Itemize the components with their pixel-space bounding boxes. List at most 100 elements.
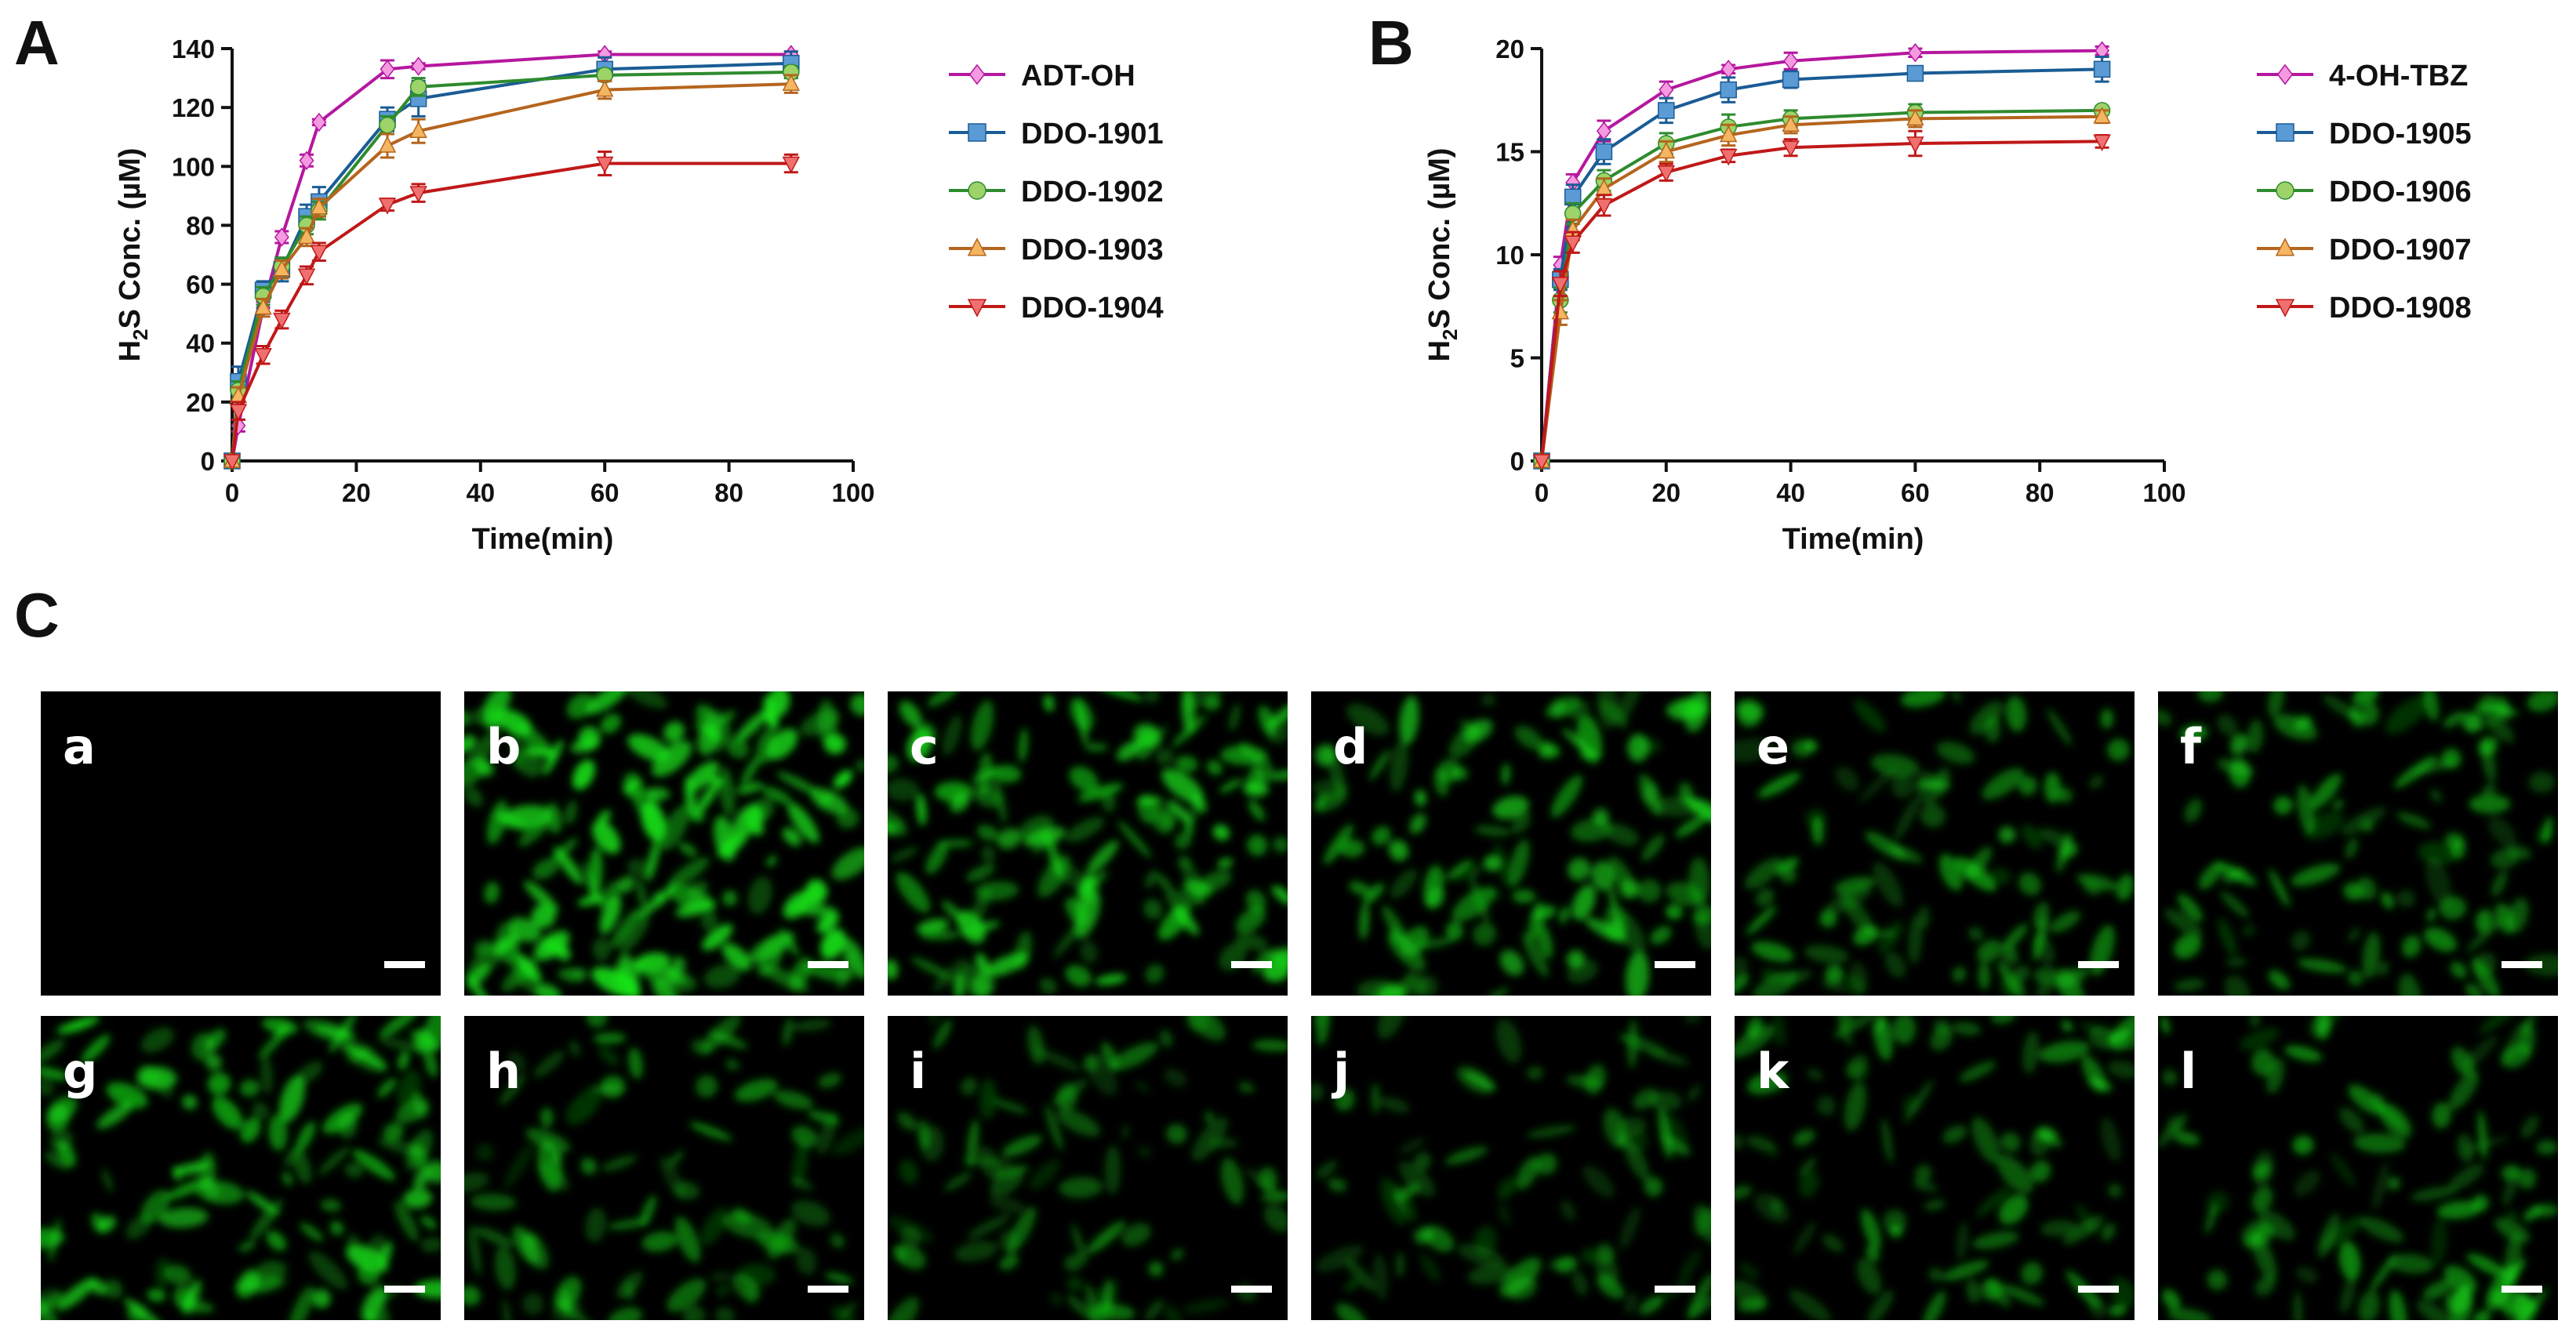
cell <box>599 894 621 934</box>
cell <box>2448 1163 2484 1191</box>
y-tick-label: 10 <box>1495 241 1524 270</box>
cell <box>1167 800 1194 825</box>
cell <box>1245 890 1266 912</box>
cell <box>1604 823 1640 846</box>
cell <box>308 1250 348 1290</box>
cell <box>1349 881 1371 895</box>
cell <box>2297 784 2316 835</box>
cell <box>212 1096 243 1130</box>
cell <box>697 724 719 756</box>
cell <box>779 928 800 957</box>
cell <box>2101 1117 2121 1163</box>
cell <box>346 1233 362 1267</box>
tile-background <box>2158 691 2558 996</box>
cell <box>344 1162 364 1178</box>
cell <box>2057 787 2073 804</box>
cell <box>2050 910 2081 933</box>
cell <box>55 1016 99 1033</box>
cell <box>1206 760 1223 776</box>
cell <box>761 786 792 804</box>
cell <box>1837 1016 1853 1028</box>
cell <box>1437 759 1461 783</box>
cell <box>1423 865 1444 909</box>
cell <box>475 760 495 777</box>
cell <box>1143 898 1162 920</box>
cell <box>892 1244 907 1263</box>
legend-entry: DDO-1908 <box>2257 292 2472 325</box>
cell <box>260 1056 274 1095</box>
cell <box>533 1050 565 1078</box>
cell <box>932 958 968 992</box>
x-tick-label: 20 <box>1651 478 1680 507</box>
cell <box>1498 1203 1511 1225</box>
cell <box>1380 1177 1408 1225</box>
micrograph-tile-i: i <box>888 1016 1288 1320</box>
cell <box>1063 1253 1085 1272</box>
cell <box>394 1200 419 1242</box>
scale-bar <box>2078 961 2119 968</box>
cell <box>1398 1137 1426 1154</box>
cell <box>2332 799 2344 811</box>
cell <box>2338 1241 2361 1281</box>
y-tick-label: 140 <box>172 34 215 63</box>
cell <box>2293 1290 2303 1320</box>
cell <box>652 980 681 996</box>
cell-layer <box>888 1016 1288 1320</box>
cell <box>1219 778 1243 793</box>
cell <box>1854 699 1886 733</box>
cell <box>925 842 948 875</box>
cell <box>240 1117 261 1143</box>
cell <box>2369 1253 2397 1292</box>
cell <box>776 771 821 796</box>
legend-label: DDO-1903 <box>1021 234 1164 267</box>
cell <box>1043 695 1055 712</box>
cell <box>638 801 651 818</box>
cell <box>1414 1152 1431 1170</box>
scale-bar <box>384 1286 425 1293</box>
series-DDO-1908 <box>1532 129 2111 471</box>
cell <box>600 713 621 734</box>
series-line <box>231 71 791 462</box>
cell <box>2425 857 2452 907</box>
legend-label: 4-OH-TBZ <box>2329 60 2468 93</box>
cell <box>1804 945 1849 964</box>
y-tick-label: 15 <box>1495 138 1524 167</box>
cell <box>1976 939 2002 963</box>
cell <box>1512 889 1536 904</box>
cell <box>2494 902 2515 934</box>
cell <box>674 1216 701 1263</box>
tile-label: f <box>2180 718 2202 775</box>
cell <box>1456 1065 1494 1094</box>
cell <box>1952 1021 1982 1036</box>
cell <box>537 1140 563 1192</box>
cell <box>961 1077 977 1096</box>
cell <box>2167 1116 2184 1135</box>
data-point <box>378 198 397 215</box>
cell <box>700 1207 728 1246</box>
cell <box>2445 1290 2472 1314</box>
scale-bar <box>1231 1286 1272 1293</box>
tile-background <box>41 691 441 996</box>
cell <box>820 928 846 960</box>
cell <box>2465 917 2503 953</box>
cell <box>521 1293 544 1315</box>
cell <box>2005 695 2027 732</box>
cell <box>717 710 736 724</box>
cell <box>2175 1132 2200 1145</box>
cell <box>1501 763 1511 785</box>
cell <box>789 902 838 917</box>
cell <box>1260 1191 1288 1203</box>
series-DDO-1906 <box>1533 102 2111 470</box>
cell <box>2268 970 2291 990</box>
micrograph-tile-l: l <box>2158 1016 2558 1320</box>
cell <box>2450 961 2467 979</box>
cell <box>524 880 559 912</box>
cell <box>994 1165 1030 1177</box>
cell <box>1316 1016 1331 1046</box>
cell <box>403 1188 433 1209</box>
cell <box>1624 1292 1637 1315</box>
cell <box>1467 865 1481 881</box>
cell <box>1069 766 1099 792</box>
cell <box>634 789 659 812</box>
cell <box>1187 1016 1226 1041</box>
